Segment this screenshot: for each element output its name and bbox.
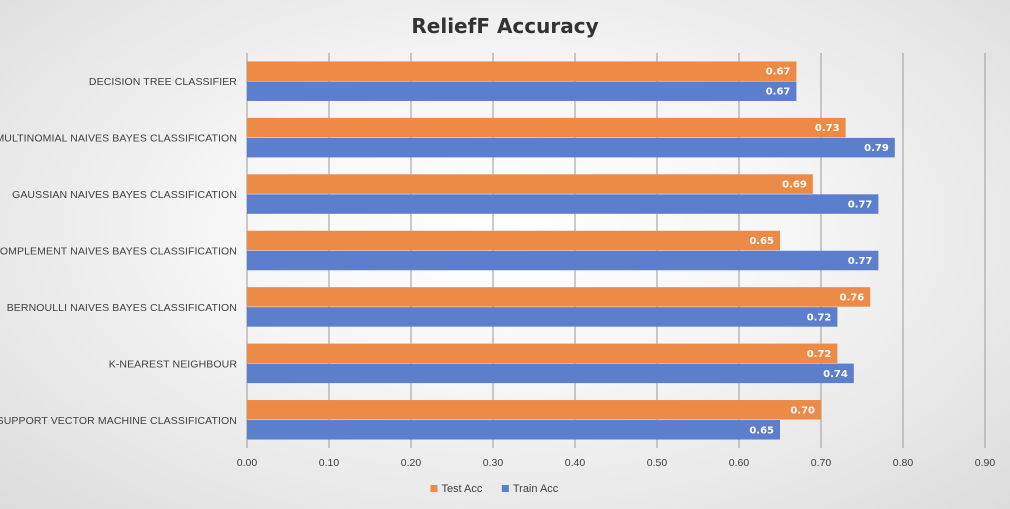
- data-label-test-acc-5: 0.72: [807, 349, 832, 360]
- data-label-train-acc-0: 0.67: [766, 87, 791, 98]
- bar-test-acc-1: [247, 117, 846, 138]
- x-tick-label-2: 0.20: [401, 457, 422, 469]
- data-label-train-acc-2: 0.77: [848, 200, 873, 211]
- x-tick-label-0: 0.00: [237, 457, 258, 469]
- bar-train-acc-0: [247, 81, 797, 101]
- data-label-test-acc-0: 0.67: [766, 67, 791, 78]
- data-label-test-acc-2: 0.69: [782, 180, 807, 191]
- bars: 0.67 0.67 0.73 0.79 0.69 0.77 0.65 0.77 0.76 0.72…: [247, 61, 895, 440]
- x-axis-tick-labels: 0.00 0.10 0.20 0.30 0.40 0.50 0.60 0.70 0.80 0.90: [237, 457, 996, 469]
- legend-swatch-train-acc: [501, 485, 509, 492]
- bar-test-acc-2: [247, 174, 813, 194]
- x-tick-label-3: 0.30: [483, 457, 504, 469]
- data-label-train-acc-1: 0.79: [864, 143, 889, 154]
- category-label-0: DECISION TREE CLASSIFIER: [89, 76, 237, 88]
- x-tick-label-5: 0.50: [647, 457, 668, 469]
- bar-train-acc-6: [247, 420, 780, 440]
- bar-train-acc-3: [247, 250, 879, 271]
- legend-swatch-test-acc: [430, 485, 438, 492]
- data-label-test-acc-6: 0.70: [790, 405, 815, 416]
- legend: Test Acc Train Acc: [430, 483, 559, 495]
- category-label-5: K-NEAREST NEIGHBOUR: [109, 358, 238, 370]
- bar-test-acc-3: [247, 230, 780, 251]
- x-tick-label-7: 0.70: [811, 457, 832, 469]
- category-label-3: COMPLEMENT NAIVES BAYES CLASSIFICATION: [0, 246, 237, 258]
- bar-test-acc-6: [247, 400, 821, 420]
- data-label-train-acc-4: 0.72: [807, 312, 832, 323]
- x-tick-label-4: 0.40: [565, 457, 586, 469]
- chart-title: ReliefF Accuracy: [411, 14, 598, 38]
- category-label-6: SUPPORT VECTOR MACHINE CLASSIFICATION: [0, 415, 237, 427]
- x-tick-label-8: 0.80: [893, 457, 914, 469]
- category-label-1: MULTINOMIAL NAIVES BAYES CLASSIFICATION: [0, 133, 237, 145]
- legend-label-test-acc: Test Acc: [441, 483, 482, 495]
- data-label-test-acc-4: 0.76: [840, 292, 865, 303]
- data-label-test-acc-1: 0.73: [815, 123, 840, 134]
- data-label-train-acc-3: 0.77: [848, 256, 873, 267]
- bar-train-acc-5: [247, 363, 854, 384]
- category-label-4: BERNOULLI NAIVES BAYES CLASSIFICATION: [7, 302, 237, 314]
- category-label-2: GAUSSIAN NAIVES BAYES CLASSIFICATION: [12, 189, 237, 201]
- category-labels: DECISION TREE CLASSIFIER MULTINOMIAL NAIV…: [0, 76, 237, 427]
- bar-test-acc-0: [247, 61, 797, 81]
- bar-test-acc-4: [247, 287, 871, 307]
- gridlines: [246, 53, 986, 448]
- x-tick-label-9: 0.90: [975, 457, 996, 469]
- data-label-train-acc-5: 0.74: [823, 369, 848, 380]
- bar-train-acc-2: [247, 194, 879, 214]
- legend-label-train-acc: Train Acc: [513, 483, 559, 495]
- x-tick-label-6: 0.60: [729, 457, 750, 469]
- bar-train-acc-1: [247, 137, 895, 158]
- data-label-test-acc-3: 0.65: [749, 236, 774, 247]
- data-label-train-acc-6: 0.65: [749, 425, 774, 436]
- bar-test-acc-5: [247, 343, 838, 364]
- x-tick-label-1: 0.10: [319, 457, 340, 469]
- bar-train-acc-4: [247, 307, 838, 327]
